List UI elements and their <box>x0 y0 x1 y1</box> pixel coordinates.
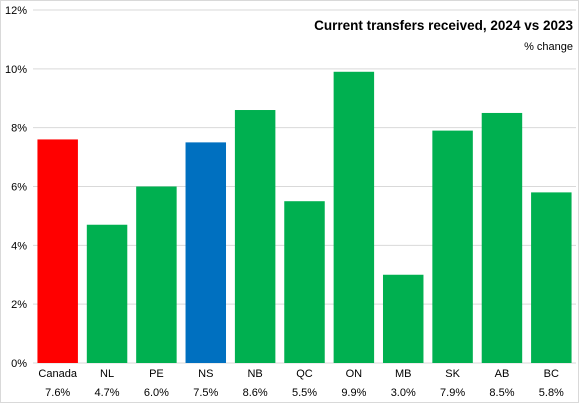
value-label: 3.0% <box>391 387 416 399</box>
value-label: 4.7% <box>95 387 120 399</box>
x-category-label: PE <box>149 368 164 380</box>
value-label: 7.5% <box>193 387 218 399</box>
x-category-label: ON <box>346 368 363 380</box>
chart-subtitle: % change <box>524 41 573 53</box>
bar-ns <box>185 142 227 363</box>
value-label: 5.8% <box>539 387 564 399</box>
bar-qc <box>284 201 325 363</box>
x-category-label: SK <box>445 368 460 380</box>
x-category-label: NS <box>198 368 213 380</box>
bars <box>37 71 572 364</box>
value-label: 7.9% <box>440 387 465 399</box>
y-tick-label: 6% <box>11 182 27 194</box>
value-label: 8.5% <box>489 387 514 399</box>
x-category-label: BC <box>544 368 559 380</box>
bar-nl <box>86 224 128 363</box>
x-category-label: Canada <box>38 368 77 380</box>
x-category-label: NB <box>247 368 262 380</box>
y-tick-label: 2% <box>11 299 27 311</box>
bar-sk <box>432 130 473 363</box>
value-label: 6.0% <box>144 387 169 399</box>
y-tick-label: 4% <box>11 240 27 252</box>
bar-bc <box>531 192 572 363</box>
y-tick-label: 12% <box>5 5 27 17</box>
x-category-label: AB <box>495 368 510 380</box>
value-label: 5.5% <box>292 387 317 399</box>
bar-canada <box>37 139 78 363</box>
bar-pe <box>136 186 177 363</box>
value-labels: 7.6% 4.7% 6.0% 7.5% 8.6% 5.5% 9.9% 3.0% 7.9% 8.5%… <box>45 387 564 399</box>
bar-mb <box>382 274 424 363</box>
x-category-label: MB <box>395 368 412 380</box>
y-tick-label: 0% <box>11 358 27 370</box>
x-axis-categories: Canada NL PE NS NB QC ON MB SK AB BC <box>38 368 559 380</box>
y-tick-label: 8% <box>11 123 27 135</box>
y-axis-ticks: 0% 2% 4% 6% 8% 10% 12% <box>5 5 27 370</box>
value-label: 8.6% <box>243 387 268 399</box>
chart-title: Current transfers received, 2024 vs 2023 <box>314 18 573 33</box>
bar-ab <box>481 112 523 363</box>
bar-nb <box>234 110 276 364</box>
value-label: 7.6% <box>45 387 70 399</box>
bar-on <box>333 71 375 364</box>
x-category-label: QC <box>296 368 313 380</box>
x-category-label: NL <box>100 368 114 380</box>
y-tick-label: 10% <box>5 64 27 76</box>
value-label: 9.9% <box>341 387 366 399</box>
